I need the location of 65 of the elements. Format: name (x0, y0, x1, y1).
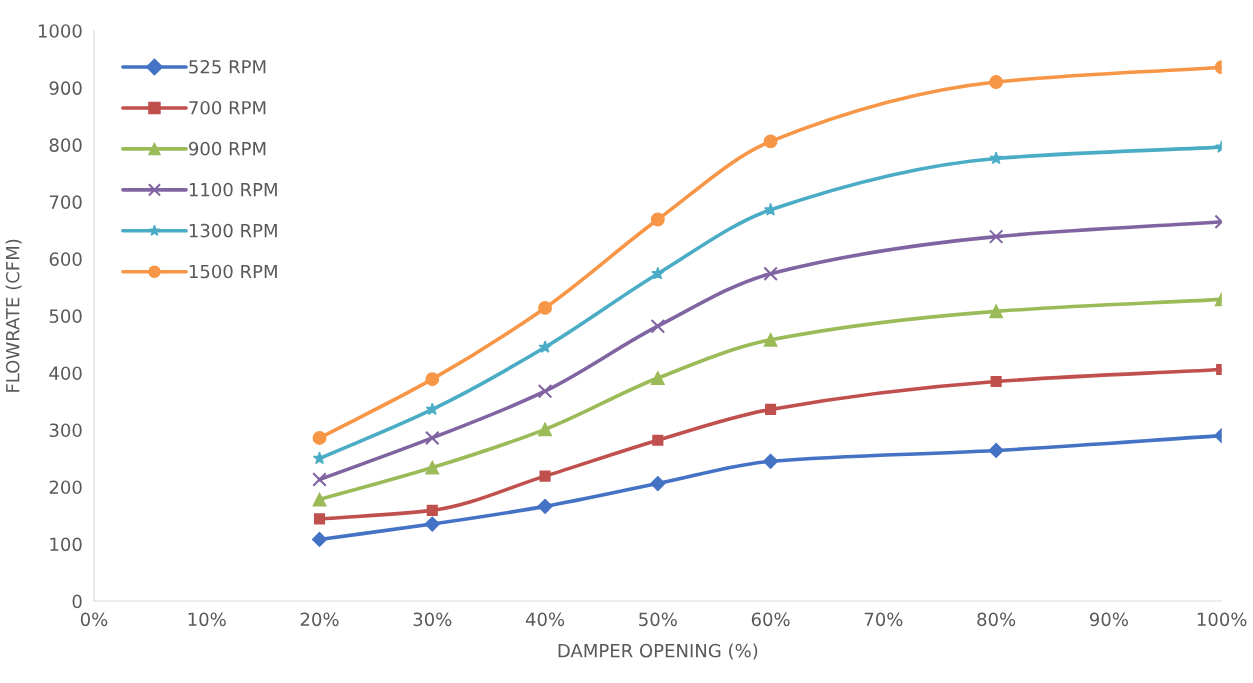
x-axis-title: DAMPER OPENING (%) (558, 643, 758, 660)
point (988, 442, 1004, 459)
point (651, 266, 665, 280)
y-axis-title: FLOWRATE (CFM) (5, 239, 22, 392)
y-tick-label: 1000 (38, 24, 82, 38)
x-tick-label: 90% (1089, 612, 1128, 627)
point (311, 531, 328, 548)
point (650, 475, 666, 492)
point (312, 492, 327, 507)
point (538, 340, 552, 354)
point (538, 300, 553, 315)
point (312, 430, 327, 445)
point (990, 375, 1002, 388)
point (426, 504, 438, 516)
y-tick-label: 500 (49, 309, 82, 323)
point (989, 75, 1004, 90)
y-tick-label: 200 (49, 480, 82, 495)
y-tick-label: 400 (49, 366, 82, 381)
point (989, 304, 1004, 319)
point (538, 422, 553, 437)
point (424, 430, 440, 446)
legend-label: 1500 RPM (189, 264, 277, 279)
x-tick-label: 20% (300, 612, 339, 627)
x-tick-label: 0% (80, 612, 108, 627)
legend-label: 1300 RPM (189, 223, 277, 238)
x-tick-label: 60% (751, 612, 790, 627)
y-tick-label: 300 (49, 423, 82, 438)
point (313, 513, 326, 525)
x-tick-label: 70% (864, 612, 903, 627)
point (425, 372, 440, 387)
x-tick-label: 40% (525, 612, 565, 627)
point (763, 332, 778, 347)
x-tick-label: 80% (977, 612, 1016, 627)
y-tick-label: 800 (49, 138, 82, 152)
y-tick-label: 100 (50, 537, 82, 552)
legend-label: 1100 RPM (189, 182, 277, 197)
point (988, 229, 1004, 244)
point (989, 151, 1003, 165)
x-tick-label: 30% (413, 612, 452, 627)
point (537, 383, 553, 399)
point (763, 453, 779, 469)
point (765, 403, 777, 415)
x-tick-label: 100% (1197, 612, 1247, 627)
point (763, 134, 778, 149)
point (650, 371, 665, 385)
y-tick-label: 600 (49, 252, 82, 266)
legend-label: 700 RPM (189, 100, 266, 115)
legend-label: 525 RPM (189, 59, 266, 74)
point (424, 516, 440, 532)
x-tick-label: 50% (639, 612, 677, 627)
legend-label: 900 RPM (189, 141, 266, 156)
y-tick-label: 700 (49, 195, 82, 209)
point (652, 434, 664, 446)
point (425, 460, 440, 475)
point (537, 498, 553, 514)
point (312, 451, 327, 465)
point (650, 212, 665, 227)
point (539, 470, 551, 482)
y-tick-label: 0 (72, 594, 82, 609)
point (312, 472, 327, 487)
point (425, 402, 439, 416)
point (650, 318, 666, 334)
point (763, 266, 778, 281)
x-tick-label: 10% (188, 612, 226, 627)
y-tick-label: 900 (49, 81, 82, 95)
